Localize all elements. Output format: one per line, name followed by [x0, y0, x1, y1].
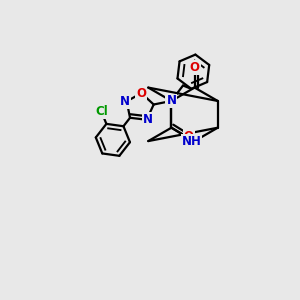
Text: O: O — [136, 87, 146, 100]
Text: O: O — [190, 61, 200, 74]
Text: O: O — [184, 130, 194, 143]
Text: Cl: Cl — [95, 105, 108, 118]
Text: N: N — [143, 113, 153, 126]
Text: N: N — [120, 95, 130, 108]
Text: NH: NH — [182, 135, 202, 148]
Text: N: N — [167, 94, 176, 107]
